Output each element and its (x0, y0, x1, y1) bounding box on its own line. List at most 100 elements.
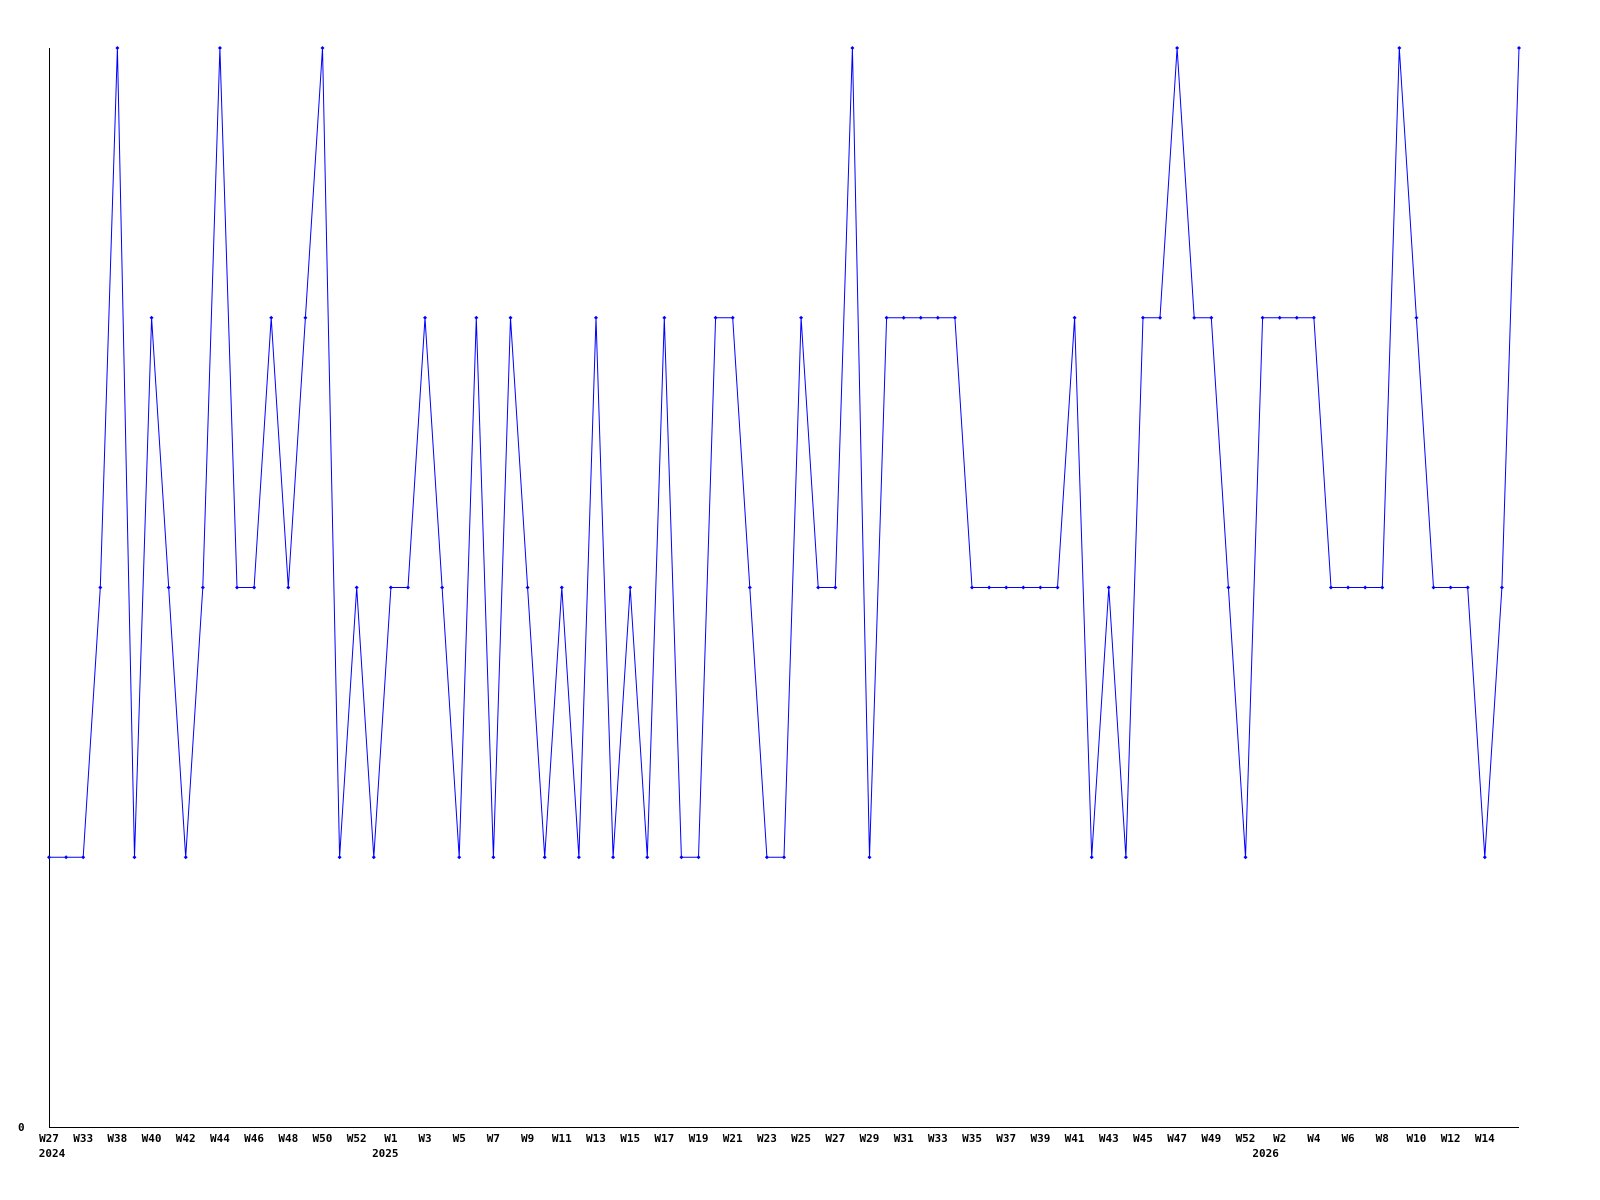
data-point (645, 855, 650, 860)
data-point (1448, 585, 1453, 590)
data-point (987, 585, 992, 590)
x-tick-label: W44 (210, 1132, 230, 1145)
x-tick-label: W14 (1475, 1132, 1495, 1145)
x-tick-label: W7 (487, 1132, 500, 1145)
data-point (64, 855, 69, 860)
x-tick-label: W29 (860, 1132, 880, 1145)
data-point (1482, 855, 1487, 860)
data-point (679, 855, 684, 860)
data-point (884, 315, 889, 320)
data-point (593, 315, 598, 320)
data-point (149, 315, 154, 320)
data-point (440, 585, 445, 590)
x-tick-label: W1 (384, 1132, 398, 1145)
data-point (1328, 585, 1333, 590)
data-point (457, 855, 462, 860)
data-point (235, 585, 240, 590)
x-tick-label: W27 (39, 1132, 59, 1145)
x-tick-label: W8 (1376, 1132, 1389, 1145)
x-tick-label: W38 (107, 1132, 127, 1145)
data-point (508, 315, 513, 320)
x-tick-label: W40 (142, 1132, 162, 1145)
data-point (371, 855, 376, 860)
data-point (730, 315, 735, 320)
data-point (200, 585, 205, 590)
data-point (867, 855, 872, 860)
data-point (662, 315, 667, 320)
x-tick-label: W39 (1030, 1132, 1050, 1145)
data-point (833, 585, 838, 590)
data-point (1243, 855, 1248, 860)
data-point (1106, 585, 1111, 590)
data-point (1311, 315, 1316, 320)
data-point (132, 855, 137, 860)
data-point (901, 315, 906, 320)
x-tick-label: W12 (1441, 1132, 1461, 1145)
data-point (47, 855, 51, 860)
x-tick-label: W48 (278, 1132, 298, 1145)
data-point (747, 585, 752, 590)
data-point (696, 855, 701, 860)
data-point (115, 46, 120, 50)
data-point (1004, 585, 1009, 590)
x-tick-label: W37 (996, 1132, 1016, 1145)
x-tick-label: W9 (521, 1132, 534, 1145)
data-point (1038, 585, 1043, 590)
x-tick-label: W23 (757, 1132, 777, 1145)
data-point (1140, 315, 1145, 320)
x-tick-label: W50 (313, 1132, 333, 1145)
data-point (1192, 315, 1197, 320)
data-point (183, 855, 188, 860)
data-point (850, 46, 855, 50)
data-point (388, 585, 393, 590)
series-line (49, 47, 1520, 858)
x-tick-label: W19 (689, 1132, 709, 1145)
data-point (1397, 46, 1402, 50)
data-point (970, 585, 975, 590)
data-point (337, 855, 342, 860)
data-point (525, 585, 530, 590)
data-point (269, 315, 274, 320)
x-tick-label: W17 (654, 1132, 674, 1145)
data-point (628, 585, 633, 590)
data-point (611, 855, 616, 860)
data-point (1226, 585, 1231, 590)
data-point (576, 855, 581, 860)
data-point (1414, 315, 1419, 320)
year-label: 2026 (1252, 1147, 1279, 1160)
year-label: 2024 (39, 1147, 66, 1160)
data-point (1055, 585, 1060, 590)
x-tick-label: W10 (1407, 1132, 1427, 1145)
x-tick-label: W43 (1099, 1132, 1119, 1145)
x-tick-label: W52 (347, 1132, 367, 1145)
data-point (713, 315, 718, 320)
data-point (764, 855, 769, 860)
x-tick-label: W15 (620, 1132, 640, 1145)
data-point (1089, 855, 1094, 860)
x-tick-label: W27 (825, 1132, 845, 1145)
data-point (320, 46, 325, 50)
year-label: 2025 (372, 1147, 399, 1160)
data-point (1363, 585, 1368, 590)
data-point (935, 315, 940, 320)
data-point (1465, 585, 1470, 590)
x-tick-label: W5 (453, 1132, 466, 1145)
x-tick-label: W49 (1201, 1132, 1221, 1145)
x-tick-label: W45 (1133, 1132, 1153, 1145)
data-point (491, 855, 496, 860)
x-tick-label: W11 (552, 1132, 572, 1145)
data-point (286, 585, 291, 590)
data-point (98, 585, 103, 590)
data-point (952, 315, 957, 320)
data-point (1517, 46, 1521, 50)
data-point (1431, 585, 1436, 590)
x-tick-label: W31 (894, 1132, 914, 1145)
data-point (559, 585, 564, 590)
data-point (782, 855, 786, 860)
data-point (423, 315, 428, 320)
x-tick-labels: W27 W33 W38 W40 W42 W44 W46 W48 W50 W52 W1 W3 W5 W7 W9… (39, 1132, 1495, 1145)
x-tick-label: W21 (723, 1132, 743, 1145)
x-tick-label: W6 (1341, 1132, 1355, 1145)
data-point (1499, 585, 1504, 590)
